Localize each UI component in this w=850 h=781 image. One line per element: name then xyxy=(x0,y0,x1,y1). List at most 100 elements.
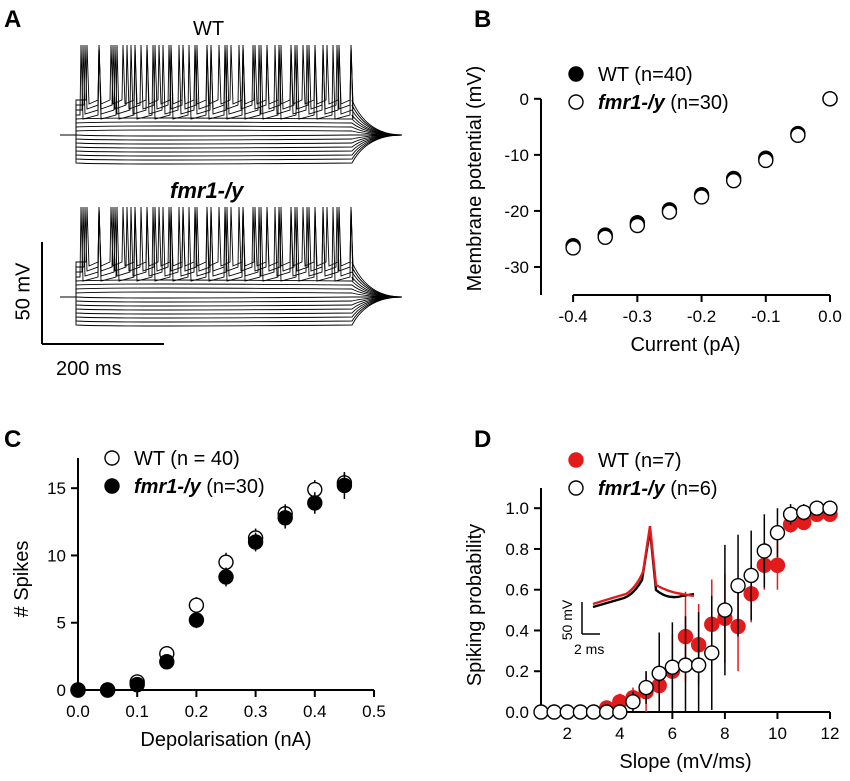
trace-line xyxy=(60,287,403,298)
wt-voltage-traces xyxy=(60,44,403,165)
data-point xyxy=(247,534,264,550)
x-tick-label: 8 xyxy=(720,724,729,743)
data-point xyxy=(629,217,646,234)
trace-line xyxy=(60,296,403,303)
chart-panel-b: -0.4 -0.3 -0.2 -0.1 0.0 0 -10 -20 -30 Current (pA… xyxy=(464,64,842,356)
data-point xyxy=(693,189,710,205)
chart-panel-d: 2 4 6 8 10 12 0.0 0.2 0.4 0.6 0.8 1.0 Slope (mV/ms) S… xyxy=(464,450,839,773)
data-point xyxy=(796,504,812,520)
trace-line xyxy=(60,296,403,307)
trace-line xyxy=(60,279,403,298)
x-axis-label: Current (pA) xyxy=(630,334,740,356)
data-point xyxy=(677,657,694,673)
y-tick-label: 0.6 xyxy=(505,581,529,600)
data-point xyxy=(782,506,799,523)
legend-label: fmr1-/y (n=6) xyxy=(598,478,718,500)
data-point xyxy=(585,704,602,720)
x-tick-label: 4 xyxy=(615,724,624,743)
y-axis-label: Spiking probability xyxy=(464,524,486,686)
y-tick-label: 15 xyxy=(47,479,66,498)
ko-voltage-traces xyxy=(60,206,403,327)
data-point xyxy=(277,510,293,526)
data-point xyxy=(612,704,628,720)
x-tick-label: 0.0 xyxy=(818,307,842,326)
y-tick-label: 0.2 xyxy=(505,662,529,681)
x-tick-label: 0.3 xyxy=(244,702,268,721)
data-point xyxy=(218,569,234,585)
x-tick-label: -0.3 xyxy=(623,307,652,326)
data-point xyxy=(638,679,654,696)
series-wt xyxy=(565,91,838,254)
y-tick-label: 10 xyxy=(47,546,66,565)
x-axis-label: Slope (mV/ms) xyxy=(619,751,751,773)
panel-c-label: C xyxy=(4,426,22,453)
data-point xyxy=(769,557,786,573)
data-point xyxy=(769,524,786,541)
y-axis-label: # Spikes xyxy=(11,541,33,618)
y-tick-label: -30 xyxy=(504,258,529,277)
x-tick-label: 0.1 xyxy=(125,702,149,721)
data-point xyxy=(704,645,720,661)
y-tick-label: -10 xyxy=(504,146,529,165)
trace-line xyxy=(60,117,403,136)
x-tick-label: 12 xyxy=(821,724,840,743)
inset-scale-x-label: 2 ms xyxy=(574,641,604,657)
series-fmr1y xyxy=(565,91,838,256)
data-point xyxy=(822,500,838,516)
data-point xyxy=(809,500,825,516)
data-point xyxy=(159,654,175,670)
data-point xyxy=(690,657,707,673)
data-point xyxy=(822,91,838,107)
data-point xyxy=(188,612,205,628)
data-point xyxy=(336,477,353,494)
y-tick-label: 0.4 xyxy=(505,621,529,640)
spiking-trace xyxy=(75,44,403,136)
x-tick-label: 0.5 xyxy=(362,702,386,721)
data-point xyxy=(598,704,615,720)
data-point xyxy=(546,704,562,720)
data-point xyxy=(664,659,681,675)
data-point xyxy=(572,704,589,720)
data-point xyxy=(99,682,116,698)
data-point xyxy=(597,229,613,245)
trace-line xyxy=(60,291,403,298)
trace-line xyxy=(60,134,402,137)
y-tick-label: 0.8 xyxy=(505,540,529,559)
trace-line xyxy=(60,296,403,311)
trace-line xyxy=(60,296,403,323)
y-tick-label: 5 xyxy=(57,614,66,633)
data-point xyxy=(129,676,145,693)
data-point xyxy=(717,602,733,618)
data-point xyxy=(218,554,234,570)
trace-line xyxy=(60,296,403,315)
data-point xyxy=(730,577,746,594)
data-point xyxy=(533,704,549,720)
scale-x-label: 200 ms xyxy=(56,358,122,380)
y-tick-label: 0.0 xyxy=(505,703,529,722)
inset-trace-red xyxy=(592,525,695,606)
ko-trace-title: fmr1-/y xyxy=(170,178,244,203)
series-fmr1y xyxy=(533,500,838,720)
spiking-trace xyxy=(75,44,403,136)
x-tick-label: 0.2 xyxy=(185,702,209,721)
data-point xyxy=(661,204,678,220)
legend-marker xyxy=(568,480,584,496)
data-point xyxy=(565,240,581,256)
data-point xyxy=(725,172,742,189)
x-tick-label: 0.0 xyxy=(66,702,90,721)
legend-label: WT (n=7) xyxy=(598,450,682,472)
data-point xyxy=(790,127,806,143)
data-point xyxy=(756,543,773,559)
legend-marker xyxy=(104,478,120,494)
y-tick-label: 1.0 xyxy=(505,499,529,518)
y-tick-label: 0 xyxy=(520,90,529,109)
trace-line xyxy=(60,134,403,145)
data-point xyxy=(651,665,667,681)
trace-line xyxy=(60,134,403,161)
data-point xyxy=(625,694,641,710)
series-fmr1y xyxy=(70,472,353,698)
y-axis-label: Membrane potential (mV) xyxy=(464,66,486,292)
data-point xyxy=(188,597,205,613)
y-tick-label: -20 xyxy=(504,202,529,221)
